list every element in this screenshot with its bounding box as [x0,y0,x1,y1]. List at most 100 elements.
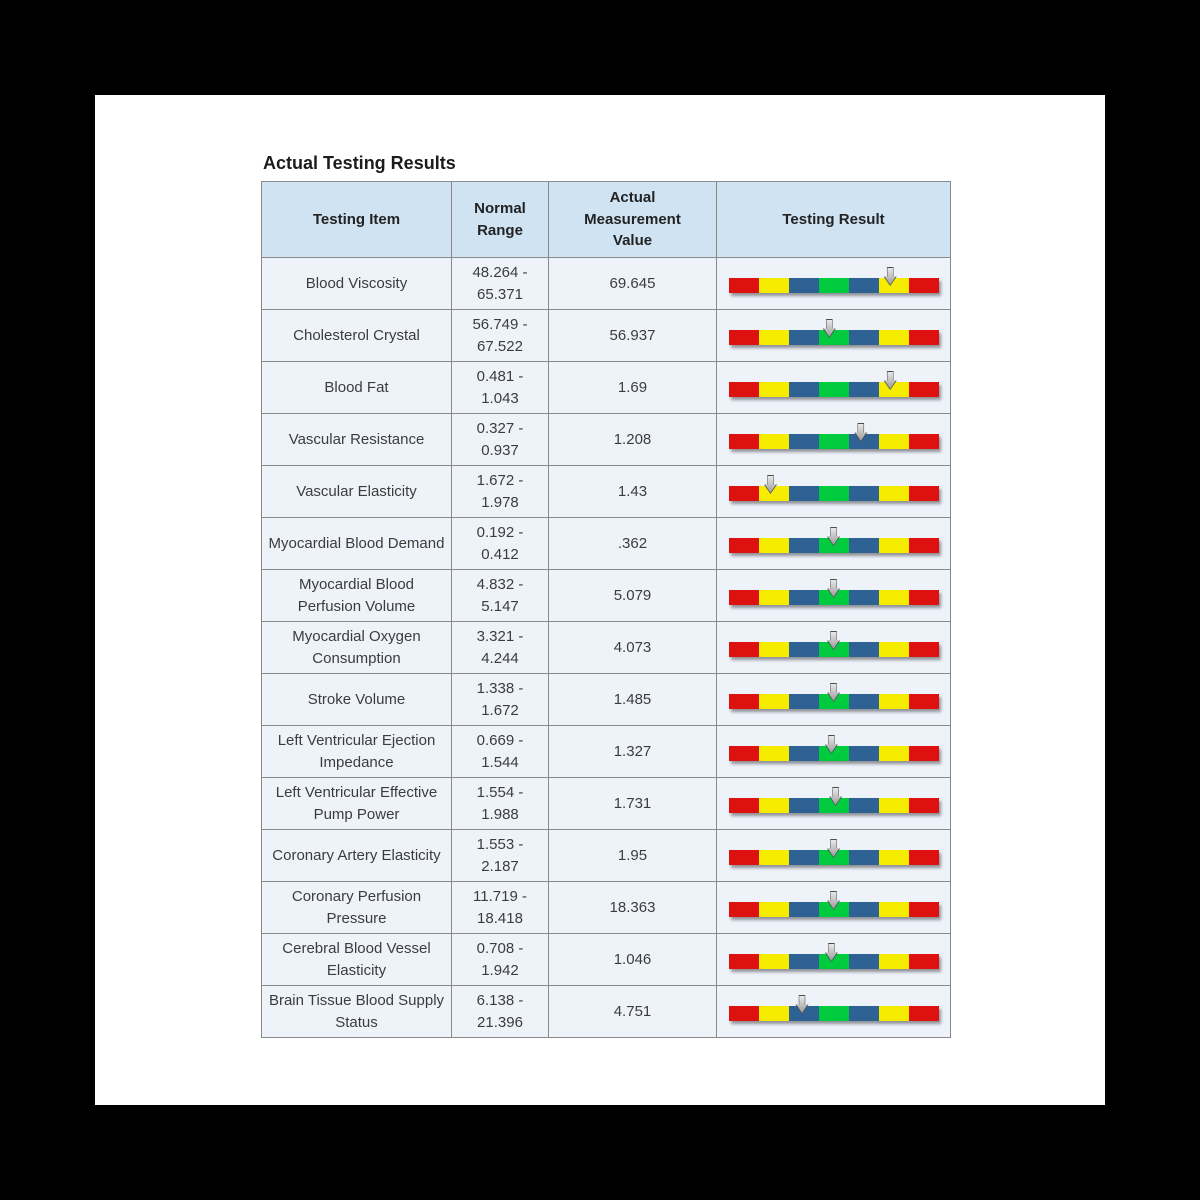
yellow-segment [878,330,909,345]
page-title: Actual Testing Results [263,153,456,173]
normal-range-cell: 4.832 - 5.147 [451,569,549,622]
measurement-value-cell: 1.69 [548,361,717,414]
yellow-segment [878,850,909,865]
result-marker-icon [827,631,840,650]
result-bar [728,683,939,709]
blue-segment [788,954,819,969]
blue-segment [788,798,819,813]
green-segment [818,434,849,449]
table-row: Coronary Artery Elasticity 1.553 - 2.187… [261,829,951,882]
red-segment [728,434,759,449]
result-bar [728,475,939,501]
yellow-segment [758,850,789,865]
blue-segment [788,590,819,605]
result-bar [728,527,939,553]
result-bar [728,423,939,449]
green-segment [818,1006,849,1021]
normal-range-cell: 11.719 - 18.418 [451,881,549,934]
result-marker-icon [764,475,777,494]
testing-result-cell [716,621,951,674]
yellow-segment [878,642,909,657]
table-row: Myocardial Blood Demand 0.192 - 0.412 .3… [261,517,951,570]
blue-segment [788,278,819,293]
result-marker-icon [827,839,840,858]
blue-segment [788,1006,819,1021]
result-marker-icon [883,371,897,390]
table-row: Stroke Volume 1.338 - 1.672 1.485 [261,673,951,726]
blue-segment [788,382,819,397]
normal-range-cell: 56.749 - 67.522 [451,309,549,362]
results-table: Testing Item Normal Range Actual Measure… [261,181,951,1038]
result-bar [728,787,939,813]
measurement-value-cell: 4.751 [548,985,717,1038]
normal-range-cell: 0.192 - 0.412 [451,517,549,570]
measurement-value-cell: .362 [548,517,717,570]
testing-result-cell [716,777,951,830]
green-segment [818,746,849,761]
red-segment [728,694,759,709]
blue-segment [848,434,879,449]
yellow-segment [758,798,789,813]
blue-segment [848,538,879,553]
testing-result-cell [716,361,951,414]
testing-result-cell [716,465,951,518]
measurement-value-cell: 1.95 [548,829,717,882]
blue-segment [788,330,819,345]
result-bar [728,579,939,605]
yellow-segment [878,538,909,553]
red-segment [908,538,939,553]
measurement-value-cell: 1.327 [548,725,717,778]
blue-segment [788,538,819,553]
red-segment [728,746,759,761]
result-marker-icon [854,423,868,442]
red-segment [728,798,759,813]
table-row: Vascular Resistance 0.327 - 0.937 1.208 [261,413,951,466]
yellow-segment [758,486,789,501]
green-segment [818,798,849,813]
testing-result-cell [716,829,951,882]
red-segment [728,538,759,553]
normal-range-cell: 1.672 - 1.978 [451,465,549,518]
red-segment [728,590,759,605]
green-segment [818,278,849,293]
measurement-value-cell: 18.363 [548,881,717,934]
table-row: Vascular Elasticity 1.672 - 1.978 1.43 [261,465,951,518]
result-marker-icon [827,683,840,702]
result-marker-icon [824,735,838,754]
yellow-segment [758,954,789,969]
blue-segment [848,278,879,293]
testing-result-cell [716,517,951,570]
red-segment [908,694,939,709]
blue-segment [848,954,879,969]
measurement-value-cell: 1.485 [548,673,717,726]
red-segment [908,330,939,345]
red-segment [728,954,759,969]
yellow-segment [878,746,909,761]
result-bar [728,735,939,761]
header-row: Testing Item Normal Range Actual Measure… [261,181,951,258]
testing-item-cell: Coronary Perfusion Pressure [261,881,452,934]
blue-segment [788,850,819,865]
table-row: Cholesterol Crystal 56.749 - 67.522 56.9… [261,309,951,362]
testing-item-cell: Blood Fat [261,361,452,414]
red-segment [728,850,759,865]
result-marker-icon [824,943,838,962]
testing-item-cell: Left Ventricular Effective Pump Power [261,777,452,830]
table-row: Coronary Perfusion Pressure 11.719 - 18.… [261,881,951,934]
yellow-segment [878,902,909,917]
yellow-segment [878,590,909,605]
blue-segment [788,694,819,709]
normal-range-cell: 0.327 - 0.937 [451,413,549,466]
blue-segment [788,746,819,761]
measurement-value-cell: 1.208 [548,413,717,466]
report-page: Actual Testing Results Testing Item Norm… [95,95,1105,1105]
testing-result-cell [716,881,951,934]
green-segment [818,486,849,501]
red-segment [908,486,939,501]
red-segment [908,1006,939,1021]
red-segment [908,902,939,917]
yellow-segment [878,278,909,293]
testing-result-cell [716,985,951,1038]
red-segment [908,746,939,761]
yellow-segment [758,694,789,709]
